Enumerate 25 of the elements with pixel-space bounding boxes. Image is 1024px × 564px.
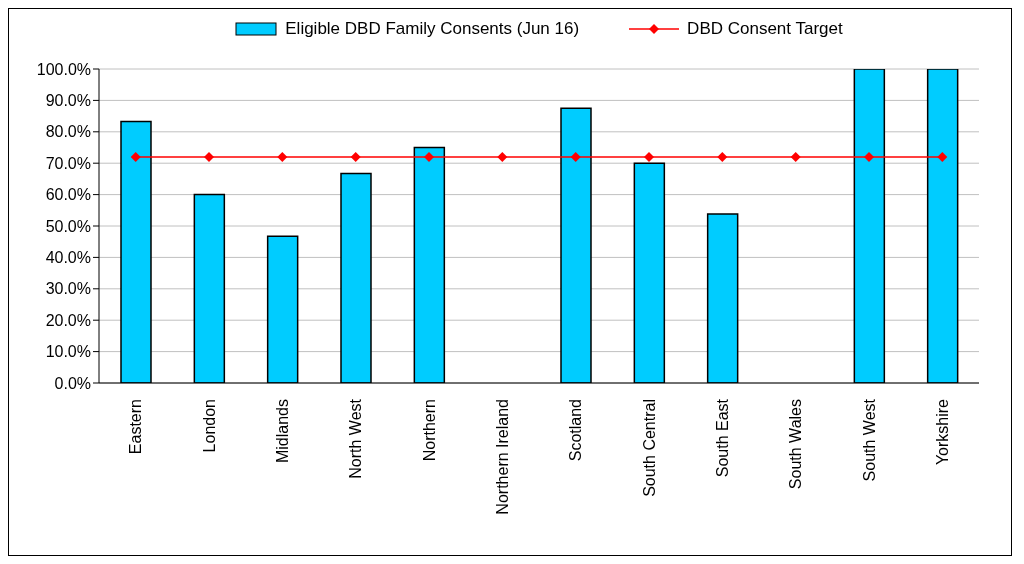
x-tick-label: Scotland — [567, 399, 585, 462]
legend-label: Eligible DBD Family Consents (Jun 16) — [284, 19, 580, 39]
y-tick-label: 80.0% — [45, 123, 91, 141]
y-tick-label: 20.0% — [45, 311, 91, 329]
y-tick-label: 40.0% — [45, 249, 91, 267]
y-tick-label: 10.0% — [45, 343, 91, 361]
y-tick-label: 30.0% — [45, 280, 91, 298]
x-tick-label: Eastern — [127, 399, 145, 455]
y-tick-label: 50.0% — [45, 217, 91, 235]
x-tick-label: Midlands — [273, 399, 291, 464]
y-tick-label: 70.0% — [45, 154, 91, 172]
x-tick-label: South Wales — [787, 399, 805, 490]
y-tick-label: 90.0% — [45, 92, 91, 110]
x-tick-label: South East — [713, 398, 731, 478]
y-tick-label: 100.0% — [36, 60, 91, 78]
x-tick-label: London — [200, 399, 218, 453]
y-tick-label: 0.0% — [54, 374, 91, 392]
x-tick-label: Northern Ireland — [493, 399, 511, 515]
x-tick-label: Yorkshire — [933, 398, 951, 466]
x-tick-label: South West — [860, 398, 878, 482]
x-tick-label: Northern — [420, 399, 438, 462]
x-tick-label: North West — [347, 398, 365, 479]
legend-label: DBD Consent Target — [686, 19, 843, 39]
x-tick-label: South Central — [640, 399, 658, 497]
y-tick-label: 60.0% — [45, 186, 91, 204]
